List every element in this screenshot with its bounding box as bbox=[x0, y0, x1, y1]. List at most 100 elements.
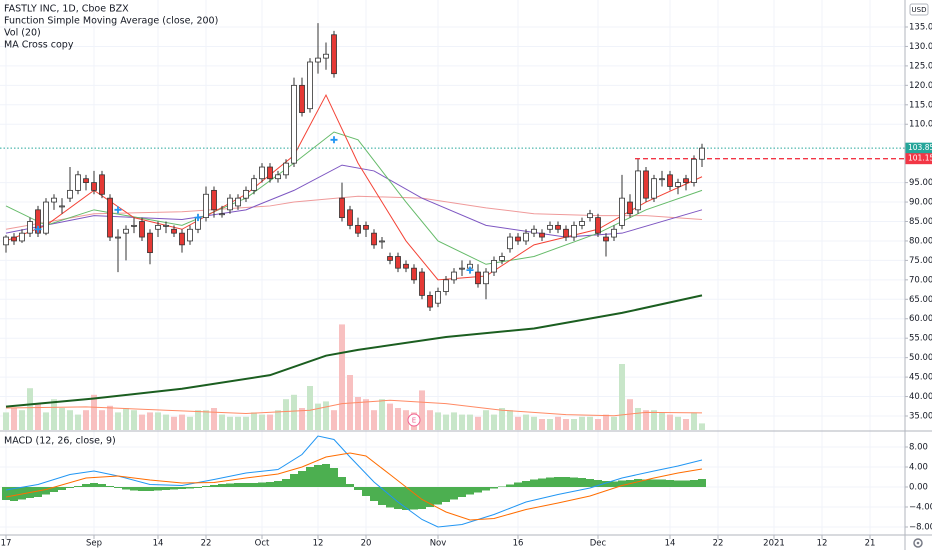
y-tick-label: 85.00 bbox=[909, 217, 932, 227]
settings-icon[interactable] bbox=[913, 538, 923, 548]
macd-histogram-bar bbox=[74, 486, 82, 487]
volume-bar bbox=[547, 419, 553, 430]
macd-histogram-bar bbox=[642, 479, 650, 487]
macd-histogram-bar bbox=[538, 478, 546, 487]
candle-body bbox=[355, 224, 361, 234]
macd-histogram-bar bbox=[570, 477, 578, 487]
indicator-label: Vol (20) bbox=[4, 28, 41, 39]
macd-histogram-bar bbox=[98, 484, 106, 487]
x-tick-label: 22 bbox=[201, 539, 212, 549]
candle-body bbox=[363, 224, 369, 230]
y-tick-label: 0.00 bbox=[909, 483, 928, 493]
candle-body bbox=[499, 256, 505, 261]
macd-histogram-bar bbox=[402, 487, 410, 510]
volume-bar bbox=[115, 412, 121, 430]
volume-bar bbox=[323, 401, 329, 430]
x-tick-label: 14 bbox=[153, 539, 164, 549]
volume-bar bbox=[427, 410, 433, 430]
candle-body bbox=[267, 166, 273, 180]
volume-bar bbox=[211, 408, 217, 430]
candle-body bbox=[307, 61, 313, 110]
candle-body bbox=[699, 147, 705, 160]
gear[interactable] bbox=[913, 538, 923, 548]
ma-cross-marker bbox=[114, 206, 122, 214]
volume-bar bbox=[491, 414, 497, 430]
macd-histogram-bar bbox=[114, 487, 122, 488]
volume-bar bbox=[67, 410, 73, 430]
candle-body bbox=[347, 209, 353, 226]
volume-bar bbox=[395, 408, 401, 430]
macd-histogram-bar bbox=[34, 487, 42, 497]
candle-body bbox=[323, 53, 329, 59]
volume-bar bbox=[483, 410, 489, 430]
moving-average-line bbox=[5, 131, 703, 265]
y-tick-label: −8.00 bbox=[909, 523, 932, 533]
macd-histogram-bar bbox=[298, 471, 306, 487]
y-tick-label: 115.00 bbox=[909, 100, 932, 110]
macd-histogram-bar bbox=[306, 467, 314, 487]
volume-bar bbox=[531, 416, 537, 430]
candle-body bbox=[643, 170, 649, 199]
currency-box[interactable] bbox=[909, 3, 929, 16]
macd-histogram-bar bbox=[602, 481, 610, 487]
candle-body bbox=[483, 271, 489, 285]
candle-body bbox=[451, 271, 457, 281]
macd-histogram-bar bbox=[146, 487, 154, 491]
macd-histogram-bar bbox=[410, 487, 418, 510]
candle-body bbox=[51, 197, 57, 203]
y-tick-label: 95.00 bbox=[909, 178, 932, 188]
volume-bar bbox=[27, 388, 33, 430]
macd-histogram-bar bbox=[370, 487, 378, 501]
macd-histogram-bar bbox=[242, 483, 250, 487]
moving-average-line bbox=[5, 195, 703, 230]
volume-bar bbox=[443, 414, 449, 430]
volume-bar bbox=[91, 394, 97, 430]
candle-body bbox=[27, 221, 33, 234]
macd-histogram-bar bbox=[634, 479, 642, 487]
macd-histogram-bar bbox=[338, 477, 346, 487]
macd-histogram-bar bbox=[354, 487, 362, 490]
volume-bar bbox=[459, 414, 465, 430]
volume-bar bbox=[499, 408, 505, 430]
macd-histogram-bar bbox=[378, 487, 386, 505]
candle-body bbox=[3, 236, 9, 246]
y-tick-label: 35.00 bbox=[909, 411, 932, 421]
volume-ma-line bbox=[5, 399, 703, 417]
macd-histogram-bar bbox=[2, 487, 10, 500]
y-tick-label: 70.00 bbox=[909, 275, 932, 285]
macd-histogram-bar bbox=[106, 486, 114, 487]
candle-body bbox=[155, 224, 161, 230]
macd-title: MACD (12, 26, close, 9) bbox=[4, 436, 116, 447]
macd-histogram-bar bbox=[210, 485, 218, 487]
volume-bar bbox=[299, 408, 305, 430]
gear-center[interactable] bbox=[916, 541, 920, 545]
candle-body bbox=[587, 213, 593, 219]
candle-body bbox=[243, 189, 249, 199]
candle-body bbox=[147, 232, 153, 254]
y-tick-label: 120.00 bbox=[909, 81, 932, 91]
macd-histogram-bar bbox=[58, 487, 66, 490]
volume-bar bbox=[187, 416, 193, 430]
candle-body bbox=[611, 228, 617, 238]
macd-histogram-bar bbox=[82, 484, 90, 487]
last-price-label: 103.85 bbox=[908, 143, 932, 152]
candle-body bbox=[419, 271, 425, 296]
macd-histogram-bar bbox=[578, 478, 586, 487]
macd-histogram-bar bbox=[458, 487, 466, 497]
indicator-label: MA Cross copy bbox=[4, 40, 74, 51]
x-tick-label: 22 bbox=[713, 539, 724, 549]
candle-body bbox=[11, 236, 17, 242]
volume-bar bbox=[163, 414, 169, 430]
volume-bar bbox=[3, 412, 9, 430]
volume-bar bbox=[203, 410, 209, 430]
macd-histogram-bar bbox=[130, 487, 138, 491]
volume-bar bbox=[331, 410, 337, 430]
volume-bar bbox=[571, 419, 577, 430]
candle-body bbox=[595, 217, 601, 234]
volume-bar bbox=[419, 390, 425, 430]
macd-histogram-bar bbox=[426, 487, 434, 507]
volume-bar bbox=[555, 416, 561, 430]
macd-histogram-bar bbox=[522, 481, 530, 487]
currency-label[interactable]: USD bbox=[912, 6, 927, 14]
